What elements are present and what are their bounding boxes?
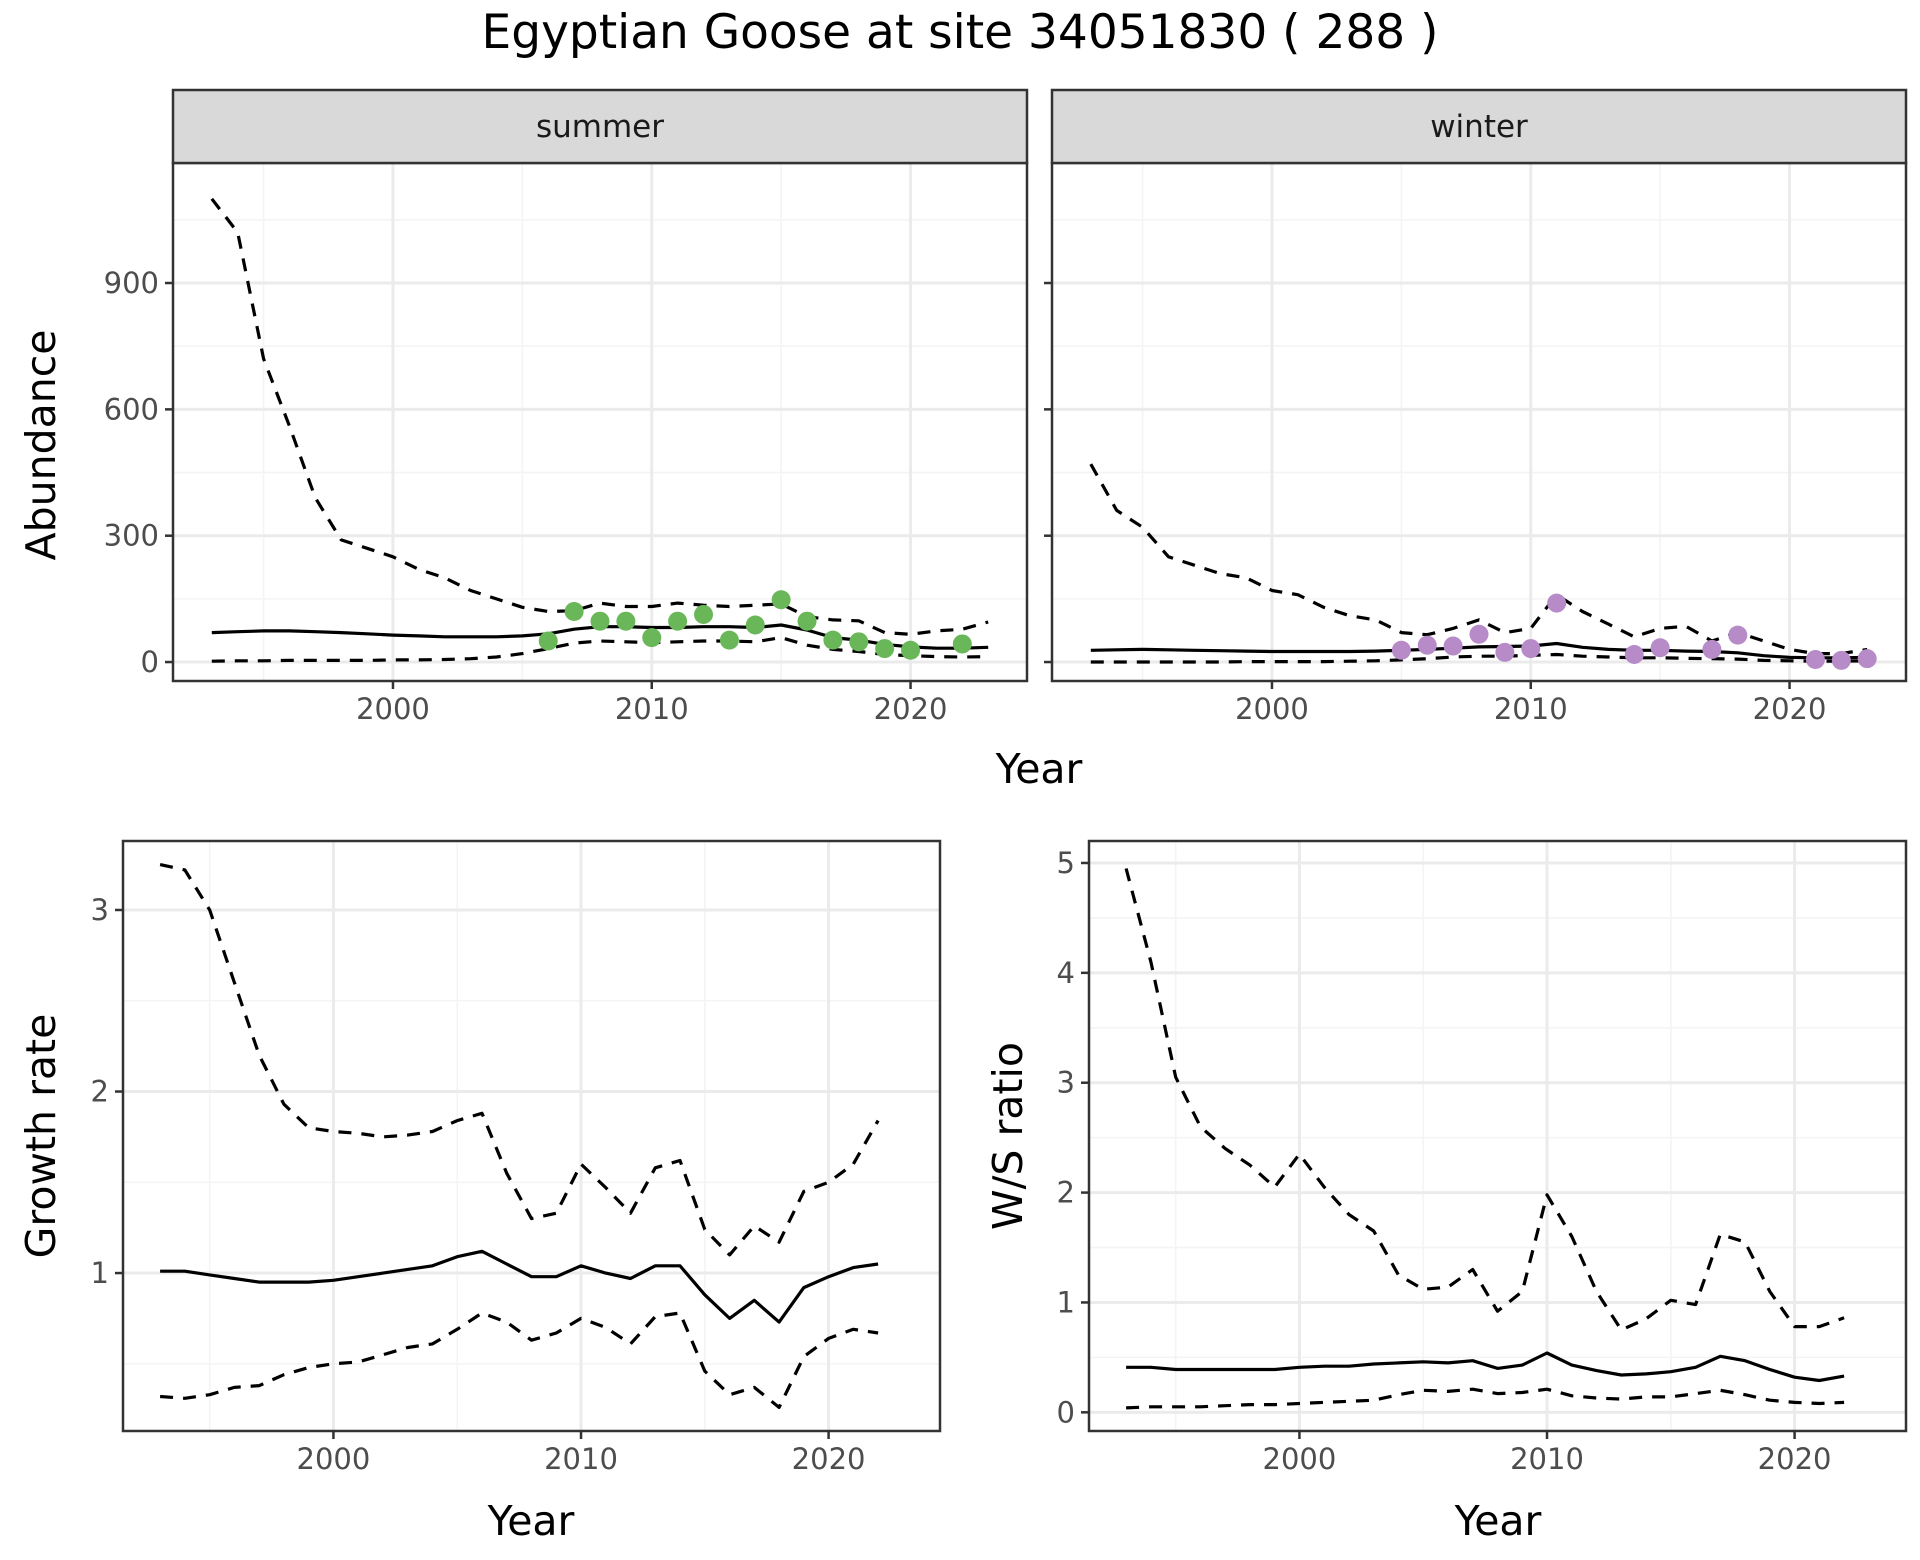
winter-count-point: [1469, 624, 1489, 644]
abundance-y-axis-title: Abundance: [17, 330, 65, 561]
winter-panel: winter 2000 2010 2020: [1044, 88, 1908, 726]
summer-plot-area: [173, 163, 1027, 681]
growth-upper-bound-line: [159, 863, 880, 1257]
summer-count-point: [564, 602, 584, 622]
ws-estimate-line: [1126, 1351, 1845, 1383]
summer-x-tick-label: 2000: [356, 692, 430, 726]
ws-x-axis-title: Year: [1454, 1497, 1542, 1545]
growth-plot-area: [123, 841, 940, 1431]
ws-y-tick-label: 2: [1057, 1176, 1075, 1210]
ws-x-tick-label: 2020: [1758, 1442, 1832, 1476]
winter-count-point: [1857, 649, 1877, 669]
ws-y-tick-label: 5: [1057, 846, 1075, 880]
growth-x-tick-label: 2020: [792, 1442, 866, 1476]
winter-strip: [1050, 88, 1908, 165]
winter-count-point: [1805, 650, 1825, 670]
summer-strip: [171, 88, 1029, 165]
winter-x-tick-label: 2020: [1753, 692, 1827, 726]
summer-y-tick-label: 900: [104, 266, 159, 300]
summer-count-point: [901, 640, 921, 660]
winter-x-tick-label: 2010: [1494, 692, 1568, 726]
figure-title: Egyptian Goose at site 34051830 ( 288 ): [482, 5, 1439, 60]
growth-x-tick-label: 2000: [297, 1442, 371, 1476]
winter-count-point: [1521, 639, 1541, 659]
summer-panel: summer 2000 2010 2020 0 300 600 900: [104, 88, 1029, 726]
winter-count-point: [1443, 636, 1463, 656]
growth-x-axis-title: Year: [487, 1497, 575, 1545]
ws-plot-area: [1089, 841, 1906, 1431]
summer-count-point: [616, 611, 636, 631]
growth-x-tick-label: 2010: [544, 1442, 618, 1476]
summer-count-point: [668, 611, 688, 631]
ws-lower-bound-line: [1126, 1387, 1845, 1410]
growth-estimate-line: [160, 1249, 879, 1324]
summer-count-point: [849, 632, 869, 652]
ws-upper-bound-line: [1124, 868, 1845, 1332]
winter-strip-label: winter: [1430, 109, 1528, 145]
summer-y-tick-label: 0: [141, 645, 159, 679]
summer-count-point: [797, 611, 817, 631]
summer-y-tick-label: 600: [104, 392, 159, 426]
winter-estimate-line: [1090, 641, 1868, 660]
ws-y-tick-label: 4: [1057, 956, 1075, 990]
summer-count-point: [694, 604, 714, 624]
summer-strip-label: summer: [536, 109, 664, 145]
summer-count-point: [823, 630, 843, 650]
ws-ratio-panel: 2000 2010 2020 0 1 2 3 4 5: [1057, 839, 1908, 1476]
growth-y-tick-label: 1: [91, 1256, 109, 1290]
summer-y-tick-label: 300: [104, 519, 159, 553]
summer-count-point: [875, 639, 895, 659]
winter-plot-area: [1052, 163, 1906, 681]
summer-lower-bound-line: [211, 635, 989, 663]
ws-y-tick-label: 0: [1057, 1395, 1075, 1429]
winter-count-point: [1391, 640, 1411, 660]
summer-count-point: [771, 590, 791, 610]
growth-rate-panel: 2000 2010 2020 1 2 3: [91, 839, 942, 1476]
growth-lower-bound-line: [159, 1311, 879, 1410]
winter-lower-bound-line: [1090, 652, 1868, 664]
summer-count-point: [952, 634, 972, 654]
ws-x-tick-label: 2000: [1263, 1442, 1337, 1476]
summer-upper-bound-line: [210, 197, 989, 636]
winter-count-point: [1495, 642, 1515, 662]
winter-count-point: [1650, 638, 1670, 658]
growth-panel-border: [121, 839, 942, 1433]
summer-count-point: [642, 628, 662, 648]
summer-count-point: [590, 611, 610, 631]
ws-y-tick-label: 3: [1057, 1066, 1075, 1100]
winter-count-point: [1831, 650, 1851, 670]
ws-panel-border: [1087, 839, 1908, 1433]
winter-x-tick-label: 2000: [1235, 692, 1309, 726]
winter-count-point: [1417, 635, 1437, 655]
abundance-x-axis-title: Year: [995, 745, 1083, 793]
ws-y-axis-title: W/S ratio: [984, 1042, 1032, 1230]
ws-x-tick-label: 2010: [1510, 1442, 1584, 1476]
growth-y-tick-label: 3: [91, 893, 109, 927]
winter-count-point: [1702, 639, 1722, 659]
summer-x-tick-label: 2010: [615, 692, 689, 726]
summer-count-point: [538, 631, 558, 651]
winter-count-point: [1624, 644, 1644, 664]
growth-y-axis-title: Growth rate: [17, 1014, 65, 1259]
summer-count-point: [745, 615, 765, 635]
growth-y-tick-label: 2: [91, 1075, 109, 1109]
winter-count-point: [1547, 593, 1567, 613]
summer-count-point: [719, 630, 739, 650]
ws-y-tick-label: 1: [1057, 1285, 1075, 1319]
summer-x-tick-label: 2020: [874, 692, 948, 726]
winter-count-point: [1728, 625, 1748, 645]
